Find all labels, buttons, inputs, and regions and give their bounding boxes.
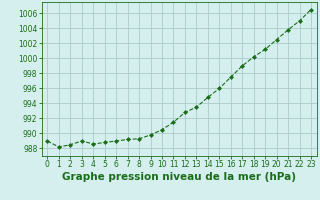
X-axis label: Graphe pression niveau de la mer (hPa): Graphe pression niveau de la mer (hPa): [62, 172, 296, 182]
